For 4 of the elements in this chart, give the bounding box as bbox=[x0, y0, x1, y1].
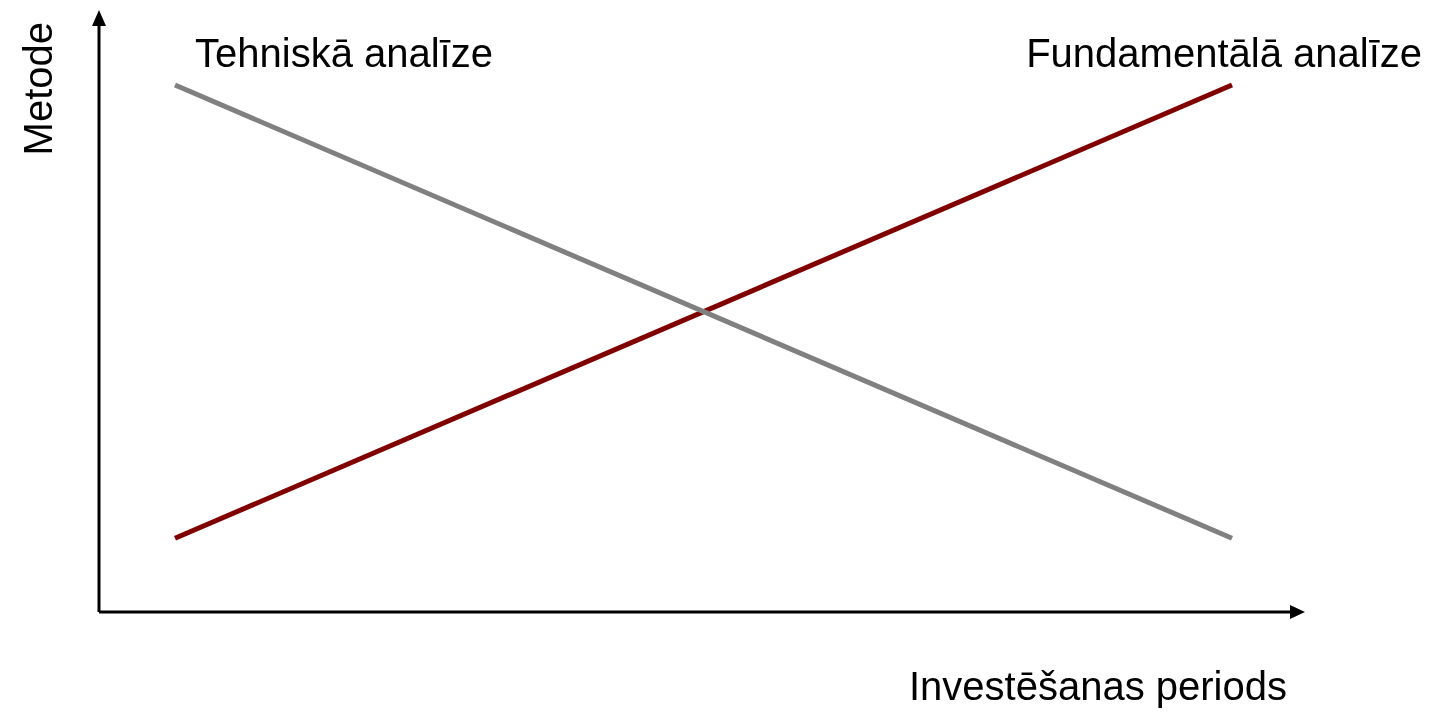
x-axis-title: Investēšanas periods bbox=[908, 664, 1287, 708]
y-axis-title: Metode bbox=[16, 22, 60, 156]
series-label: Fundamentālā analīze bbox=[1026, 31, 1422, 75]
series-label: Tehniskā analīze bbox=[195, 31, 493, 75]
